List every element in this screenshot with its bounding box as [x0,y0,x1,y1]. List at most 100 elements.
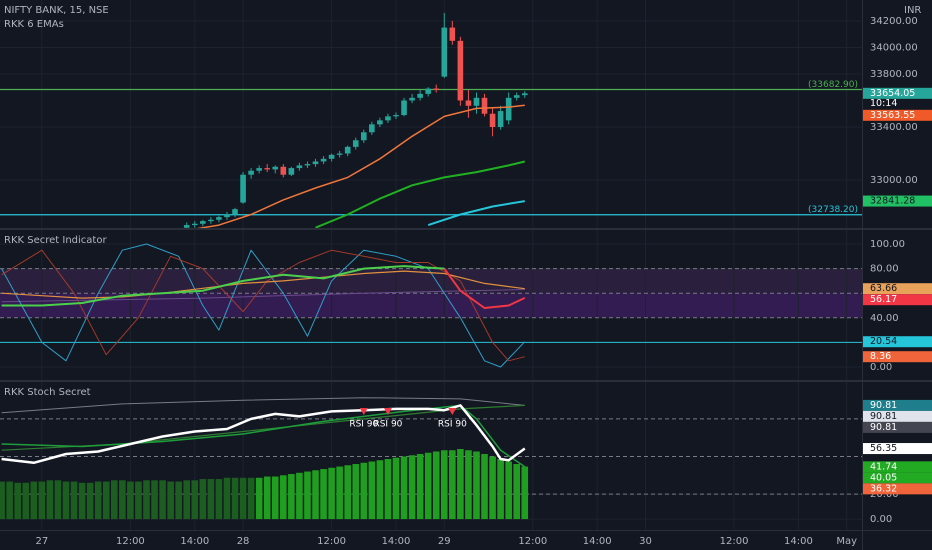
candle-body [296,165,303,169]
histogram-bar [312,470,319,520]
candle-body [489,113,496,127]
candle-body [272,166,279,170]
histogram-bar [376,460,384,520]
candle-body [425,88,431,94]
y-tick-label: 100.00 [870,239,905,250]
histogram-bar [175,481,182,520]
candle-body [320,158,327,162]
price-label-text: 36.32 [870,483,897,494]
price-label [863,443,932,455]
histogram-bar [489,456,496,520]
histogram-bar [0,481,5,520]
x-tick-label: 12:00 [317,536,346,547]
histogram-bar [102,481,110,520]
histogram-bar [127,481,134,520]
price-label [863,351,932,363]
indicator-title: RKK Stoch Secret [4,387,91,398]
y-tick-label: 40.00 [870,313,899,324]
annotation: RSI 90 [349,419,378,429]
price-label-text: 32841.28 [870,196,915,207]
histogram-bar [304,471,311,520]
panel [0,230,862,380]
histogram-bar [159,480,166,520]
price-label-text: 63.66 [870,283,897,294]
histogram-bar [199,479,207,520]
histogram-bar [191,480,199,520]
candle-body [497,111,504,127]
candle-body [191,223,198,226]
candle-body [457,40,464,101]
x-tick-label: 27 [35,536,48,547]
histogram-bar [400,456,408,520]
x-tick-label: 12:00 [720,536,749,547]
candle-body [449,27,456,41]
price-label-text: 90.81 [870,411,897,422]
candle-body [441,27,448,77]
indicator-line [1,249,525,362]
x-tick-label: 12:00 [116,536,145,547]
histogram-bar [505,461,512,520]
price-label-text: 33654.05 [870,88,915,99]
candle-body [216,217,222,220]
band [0,293,862,318]
price-label-text: 90.81 [870,422,897,433]
candle-body [369,124,375,133]
histogram-bar [408,455,416,520]
indicator-line [427,200,525,227]
candle-body [232,209,238,215]
histogram-bar [280,475,287,520]
histogram-bar [135,481,142,520]
histogram-bar [223,477,231,520]
x-tick-label: 14:00 [784,536,813,547]
candle-body [183,225,190,228]
price-label [863,399,932,411]
candle-body [328,154,335,159]
histogram-bar [94,481,102,520]
histogram-bar [167,481,174,520]
candle-body [248,170,254,175]
candle-body [264,168,271,170]
candle-body [280,166,287,175]
price-label [863,87,932,99]
price-label-text: 40.05 [870,472,897,483]
histogram-bar [46,480,54,520]
price-label-text: 56.17 [870,294,897,305]
candle-body [473,97,480,106]
histogram-bar [368,461,376,520]
indicator-line [1,397,525,414]
candle-body [200,221,206,224]
x-tick-label: 14:00 [180,536,209,547]
indicator-line [1,404,526,465]
y-tick-label: 33400.00 [870,122,918,133]
indicator-title: RKK Secret Indicator [4,235,107,246]
x-tick-label: 29 [438,536,451,547]
candle-body [385,116,391,121]
x-tick-label: 30 [639,536,652,547]
histogram-bar [465,450,472,520]
candle-body [513,95,520,98]
price-label [863,410,932,422]
currency: INR [904,5,921,16]
histogram-bar [14,482,22,520]
histogram-bar [384,459,392,520]
price-label [863,483,932,495]
histogram-bar [288,474,295,520]
x-tick-label: 14:00 [583,536,612,547]
price-label-text: 8.36 [870,351,891,362]
price-label [863,421,932,433]
x-tick-label: 28 [237,536,250,547]
histogram-bar [521,466,529,520]
y-tick-label: 20.00 [870,489,899,500]
annotation: RSI 90 [438,419,467,429]
candle-body [521,93,528,96]
price-label [863,195,932,207]
price-label-text: 33563.55 [870,110,915,121]
candle-body [288,168,295,175]
horizontal-line-label: (32738.20) [808,205,858,215]
histogram-bar [473,451,480,520]
price-label-text: 56.35 [870,443,897,454]
y-tick-label: 34200.00 [870,16,918,27]
